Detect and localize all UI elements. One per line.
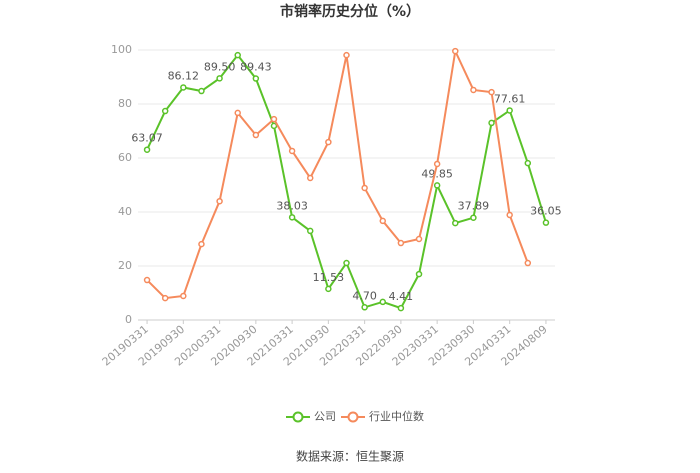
data-point: [198, 87, 205, 95]
data-point: [433, 160, 441, 168]
data-label: 77.61: [494, 92, 526, 105]
data-point: [180, 292, 187, 300]
source: 数据来源：恒生聚源: [296, 449, 404, 464]
data-point: [452, 47, 459, 55]
data-point: [506, 211, 513, 219]
data-point: [180, 84, 187, 91]
data-point: [470, 214, 477, 221]
data-point: [524, 259, 532, 267]
y-tick-label: 20: [118, 259, 132, 272]
y-tick-label: 100: [111, 43, 132, 56]
y-tick-label: 0: [125, 313, 132, 326]
data-point: [306, 227, 314, 235]
data-point: [143, 276, 151, 284]
legend-item: 公司: [286, 410, 336, 423]
y-tick-label: 80: [118, 97, 132, 110]
data-point: [488, 119, 495, 127]
y-tick-label: 60: [118, 151, 132, 164]
data-label: 49.85: [421, 167, 453, 180]
data-point: [270, 115, 278, 123]
chart-title: 市销率历史分位（%）: [280, 3, 420, 20]
data-point: [415, 235, 423, 243]
legend-marker: [292, 411, 304, 423]
data-point: [415, 270, 423, 278]
data-label: 63.07: [131, 132, 163, 145]
data-label: 38.03: [276, 199, 308, 212]
data-point: [234, 109, 241, 117]
data-label: 89.50: [204, 60, 236, 73]
legend-item: 行业中位数: [341, 409, 424, 423]
data-label: 4.70: [352, 289, 377, 302]
data-point: [397, 239, 405, 247]
data-label: 89.43: [240, 61, 272, 74]
data-point: [306, 174, 314, 182]
legend-label: 公司: [314, 410, 336, 423]
data-point: [524, 159, 532, 167]
data-point: [433, 182, 441, 189]
series-line: [146, 47, 529, 300]
data-point: [542, 219, 550, 226]
data-point: [143, 146, 151, 153]
data-label: 37.89: [458, 200, 490, 213]
data-label: 36.05: [530, 205, 562, 218]
data-label: 86.12: [168, 69, 200, 82]
data-point: [252, 131, 260, 139]
data-point: [198, 240, 205, 248]
data-point: [216, 75, 223, 82]
data-point: [288, 147, 296, 155]
data-point: [343, 259, 350, 267]
legend-label: 行业中位数: [369, 409, 424, 423]
data-point: [470, 86, 477, 94]
data-point: [452, 219, 459, 227]
data-point: [161, 294, 169, 302]
data-point: [234, 51, 241, 59]
data-point: [288, 214, 296, 221]
data-point: [325, 138, 332, 146]
data-point: [379, 217, 387, 225]
y-tick-label: 40: [118, 205, 132, 218]
data-label: 4.41: [389, 290, 414, 303]
data-point: [270, 122, 278, 130]
data-point: [506, 107, 513, 114]
data-point: [379, 298, 387, 306]
data-label: 11.53: [313, 271, 345, 284]
data-point: [361, 304, 368, 311]
data-point: [397, 304, 405, 312]
data-point: [252, 75, 260, 82]
data-point: [361, 184, 368, 192]
legend-marker: [347, 411, 359, 423]
data-point: [161, 107, 169, 115]
data-point: [325, 285, 332, 293]
data-point: [216, 197, 223, 205]
data-point: [343, 51, 350, 59]
series-line: [146, 53, 547, 310]
data-point: [488, 88, 495, 96]
